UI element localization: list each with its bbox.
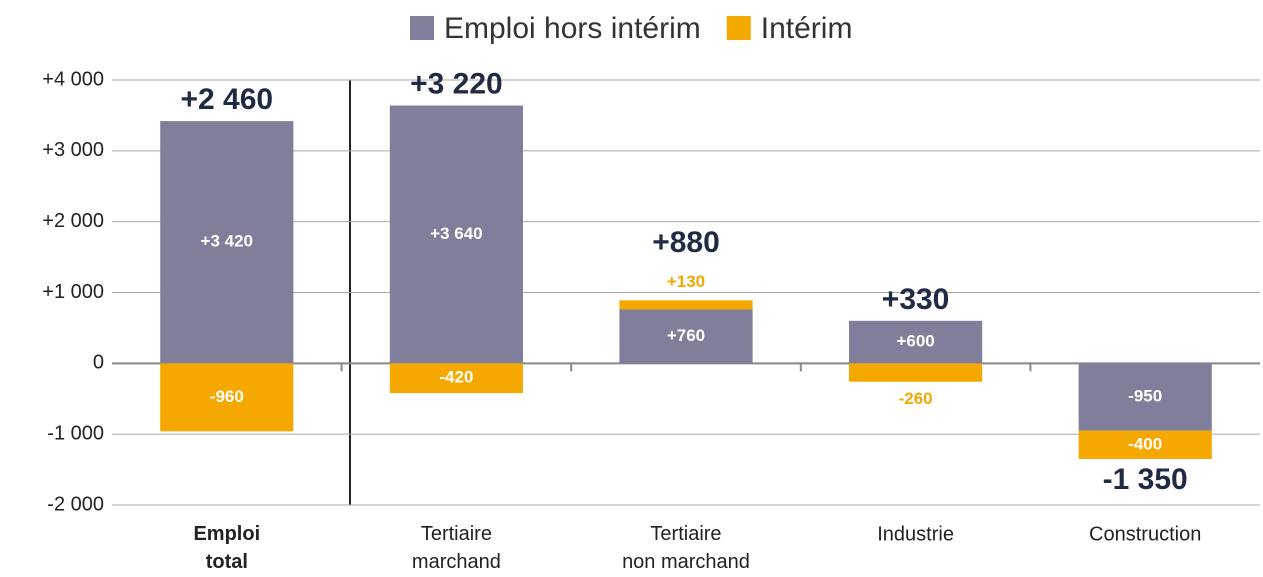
value-label: -420 xyxy=(439,368,473,387)
x-tick-label: Industrie xyxy=(877,523,954,545)
value-label: +760 xyxy=(667,326,705,345)
bar-segment xyxy=(160,363,294,432)
y-tick-label: +1 000 xyxy=(42,281,104,303)
legend-label: Intérim xyxy=(761,12,853,45)
x-tick-label: Tertiaire marchand xyxy=(412,523,501,573)
value-label: -260 xyxy=(899,389,933,408)
y-tick-label: -1 000 xyxy=(47,422,104,444)
value-label: -950 xyxy=(1128,386,1162,405)
bar-segment xyxy=(389,105,523,364)
bar-segment xyxy=(619,309,753,364)
x-tick-label: Tertiaire non marchand xyxy=(622,523,750,573)
x-tick-label: Construction xyxy=(1089,523,1201,545)
value-label: -960 xyxy=(210,387,244,406)
total-label: +2 460 xyxy=(181,83,274,116)
value-label: +3 640 xyxy=(430,224,482,243)
y-tick-label: 0 xyxy=(93,352,104,374)
y-tick-label: +4 000 xyxy=(42,68,104,90)
y-tick-label: -2 000 xyxy=(47,493,104,515)
value-label: -400 xyxy=(1128,434,1162,453)
bar-segment xyxy=(1078,430,1212,459)
value-label: +600 xyxy=(896,332,934,351)
y-tick-label: +2 000 xyxy=(42,210,104,232)
value-label: +130 xyxy=(667,272,705,291)
bar-segment xyxy=(1078,363,1212,431)
bar-segment xyxy=(160,121,294,364)
value-label: +3 420 xyxy=(201,232,253,251)
bar-segment xyxy=(389,363,523,394)
total-label: -1 350 xyxy=(1103,463,1188,496)
total-label: +330 xyxy=(882,283,950,316)
total-label: +3 220 xyxy=(410,67,503,100)
y-tick-label: +3 000 xyxy=(42,139,104,161)
legend-label: Emploi hors intérim xyxy=(444,12,701,45)
x-tick-label: Emploi total xyxy=(193,523,260,573)
bar-segment xyxy=(849,363,983,382)
total-label: +880 xyxy=(652,226,720,259)
bar-segment xyxy=(619,300,753,310)
legend-swatch xyxy=(726,16,751,40)
legend-swatch xyxy=(410,16,434,40)
bar-segment xyxy=(849,320,983,364)
